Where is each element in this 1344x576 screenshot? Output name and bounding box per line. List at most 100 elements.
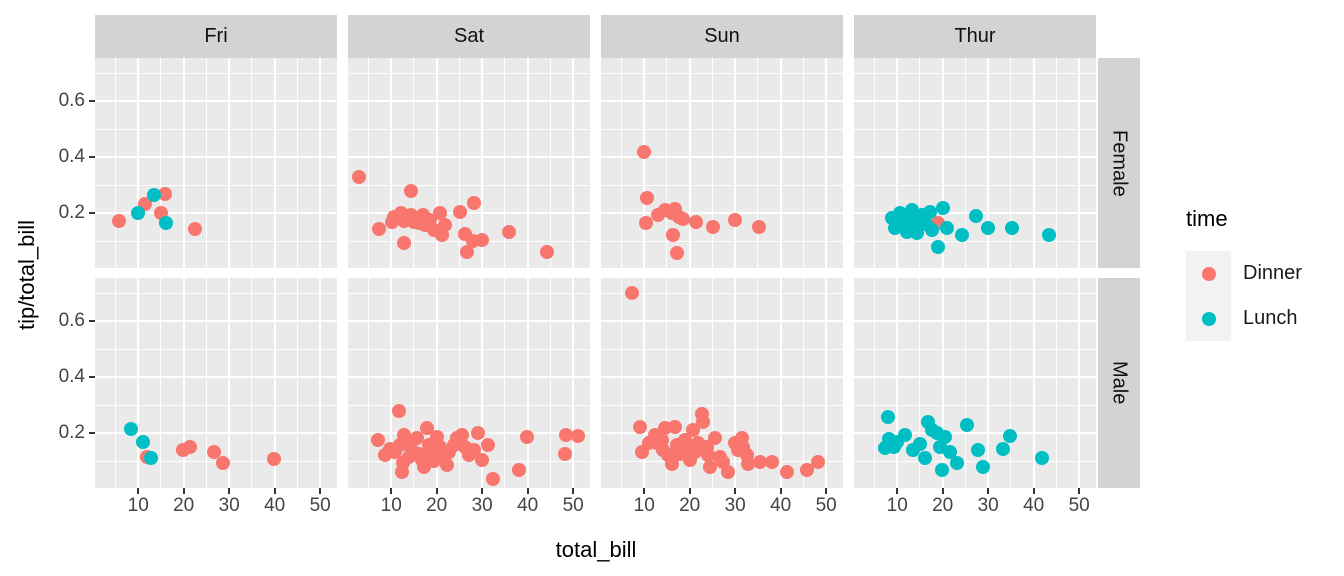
- point-lunch: [143, 451, 158, 466]
- gridline-minor-y: [95, 292, 337, 294]
- point-dinner: [352, 169, 367, 184]
- y-tick-mark: [89, 320, 95, 323]
- gridline-major-y: [95, 320, 337, 323]
- point-dinner: [474, 233, 489, 247]
- x-tick-mark: [273, 488, 276, 494]
- point-lunch: [130, 206, 145, 221]
- point-dinner: [689, 214, 704, 229]
- panel-sat-male: [348, 278, 590, 488]
- point-dinner: [395, 464, 410, 479]
- gridline-minor-x: [413, 58, 415, 268]
- y-tick-mark: [89, 376, 95, 379]
- point-lunch: [942, 444, 957, 459]
- gridline-major-x: [896, 58, 899, 268]
- point-dinner: [459, 244, 474, 259]
- legend-key-dinner: [1186, 251, 1231, 296]
- point-lunch: [124, 422, 139, 437]
- gridline-major-x: [228, 278, 231, 488]
- point-lunch: [1005, 221, 1020, 236]
- point-dinner: [636, 144, 651, 159]
- gridline-minor-x: [757, 58, 759, 268]
- point-lunch: [1042, 228, 1057, 243]
- point-dinner: [701, 448, 716, 463]
- gridline-major-x: [319, 278, 322, 488]
- gridline-minor-x: [620, 58, 622, 268]
- gridline-minor-y: [95, 348, 337, 350]
- gridline-major-x: [643, 58, 646, 268]
- gridline-minor-y: [348, 184, 590, 186]
- point-lunch: [158, 216, 173, 231]
- gridline-major-x: [273, 278, 276, 488]
- point-dinner: [557, 446, 572, 461]
- legend-dot-lunch: [1201, 311, 1216, 326]
- point-dinner: [188, 221, 203, 236]
- gridline-major-x: [1032, 278, 1035, 488]
- gridline-major-y: [601, 376, 843, 379]
- gridline-minor-x: [549, 278, 551, 488]
- gridline-major-y: [348, 432, 590, 435]
- point-lunch: [976, 460, 991, 474]
- gridline-minor-y: [95, 72, 337, 74]
- point-dinner: [474, 453, 489, 467]
- point-dinner: [669, 245, 684, 260]
- gridline-major-y: [601, 320, 843, 323]
- point-dinner: [706, 219, 721, 234]
- x-tick-mark: [526, 488, 529, 494]
- point-lunch: [136, 434, 151, 449]
- gridline-major-x: [896, 278, 899, 488]
- gridline-minor-x: [919, 58, 921, 268]
- point-dinner: [811, 454, 826, 469]
- point-dinner: [624, 286, 639, 301]
- gridline-major-y: [854, 320, 1096, 323]
- gridline-minor-y: [601, 292, 843, 294]
- point-dinner: [419, 421, 434, 436]
- gridline-major-y: [854, 100, 1096, 103]
- point-lunch: [950, 456, 965, 471]
- point-dinner: [409, 431, 424, 446]
- gridline-minor-y: [854, 72, 1096, 74]
- gridline-minor-x: [1055, 278, 1057, 488]
- gridline-minor-x: [711, 58, 713, 268]
- point-lunch: [923, 205, 938, 219]
- gridline-minor-x: [205, 278, 207, 488]
- gridline-minor-x: [1055, 58, 1057, 268]
- gridline-minor-x: [964, 278, 966, 488]
- facet-strip-sat: Sat: [348, 15, 590, 58]
- gridline-minor-x: [549, 58, 551, 268]
- x-axis-title: total_bill: [555, 537, 637, 562]
- gridline-minor-x: [114, 278, 116, 488]
- gridline-major-x: [572, 58, 575, 268]
- gridline-major-x: [643, 278, 646, 488]
- x-tick-label: 20: [932, 495, 954, 516]
- point-dinner: [511, 463, 526, 478]
- y-axis-title: tip/total_bill: [14, 219, 39, 331]
- x-tick-mark: [435, 488, 438, 494]
- point-dinner: [470, 426, 485, 441]
- point-dinner: [539, 244, 554, 259]
- gridline-major-x: [182, 278, 185, 488]
- x-tick-mark: [572, 488, 575, 494]
- gridline-major-y: [854, 376, 1096, 379]
- facet-strip-male: Male: [1098, 278, 1140, 488]
- y-tick-label: 0.6: [58, 310, 85, 332]
- point-dinner: [454, 428, 469, 443]
- point-dinner: [780, 465, 795, 480]
- gridline-minor-x: [1010, 278, 1012, 488]
- gridline-minor-y: [95, 404, 337, 406]
- gridline-major-x: [182, 58, 185, 268]
- panel-fri-female: [95, 58, 337, 268]
- x-tick-mark: [319, 488, 322, 494]
- gridline-minor-y: [854, 184, 1096, 186]
- point-lunch: [971, 443, 986, 458]
- point-dinner: [433, 206, 448, 221]
- point-dinner: [267, 451, 282, 466]
- point-dinner: [741, 456, 756, 471]
- point-dinner: [633, 419, 648, 434]
- gridline-major-x: [390, 58, 393, 268]
- legend-title: time: [1186, 206, 1228, 231]
- x-tick-label: 20: [679, 495, 701, 516]
- point-dinner: [728, 213, 743, 228]
- x-tick-mark: [481, 488, 484, 494]
- point-dinner: [752, 219, 767, 234]
- x-tick-mark: [825, 488, 828, 494]
